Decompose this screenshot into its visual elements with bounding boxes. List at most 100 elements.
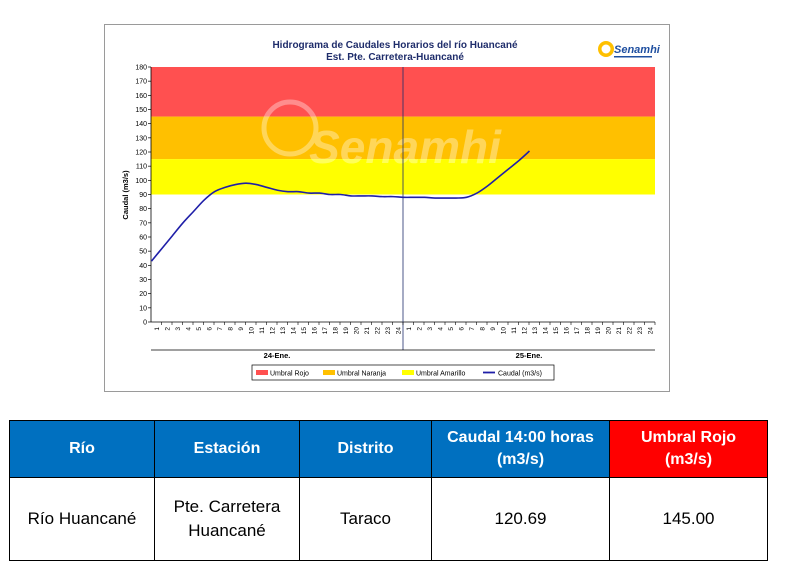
header-distrito: Distrito (299, 420, 432, 478)
x-tick-label: 7 (469, 327, 476, 331)
watermark-text: Senamhi (309, 121, 502, 173)
day-label: 25-Ene. (516, 351, 543, 360)
x-tick-label: 7 (217, 327, 224, 331)
x-tick-label: 15 (553, 327, 560, 335)
senamhi-logo: Senamhi (598, 41, 661, 58)
x-tick-label: 23 (385, 327, 392, 335)
x-tick-label: 13 (532, 327, 539, 335)
chart-subtitle: Est. Pte. Carretera-Huancané (326, 52, 464, 63)
y-tick-label: 30 (139, 277, 147, 284)
x-axis-ticks: 1 2 3 4 5 6 7 8 9 10 11 12 13 14 15 16 17 18 19 20 21 22 23 24 1… (154, 322, 656, 335)
table-row: Río Huancané Pte. Carretera Huancané Tar… (9, 477, 768, 561)
x-tick-label: 6 (458, 327, 465, 331)
x-tick-label: 12 (521, 327, 528, 335)
x-tick-label: 16 (311, 327, 318, 335)
x-tick-label: 6 (206, 327, 213, 331)
x-tick-label: 15 (301, 327, 308, 335)
cell-estacion: Pte. Carretera Huancané (154, 477, 300, 561)
y-tick-label: 110 (136, 164, 147, 171)
senamhi-watermark: Senamhi (261, 99, 502, 173)
x-tick-label: 18 (584, 327, 591, 335)
x-tick-label: 1 (154, 327, 161, 331)
cell-rio: Río Huancané (9, 477, 155, 561)
x-tick-label: 1 (406, 327, 413, 331)
x-tick-label: 20 (605, 327, 612, 335)
x-tick-label: 14 (542, 327, 549, 335)
x-tick-label: 10 (248, 327, 255, 335)
x-tick-label: 2 (164, 327, 171, 331)
chart-title: Hidrograma de Caudales Horarios del río … (272, 40, 518, 51)
y-tick-label: 130 (135, 135, 147, 142)
x-tick-label: 3 (427, 327, 434, 331)
header-estacion: Estación (154, 420, 300, 478)
y-tick-label: 150 (135, 107, 147, 114)
legend-swatch-amarillo (402, 370, 414, 375)
series-layer (150, 150, 531, 262)
x-tick-label: 14 (290, 327, 297, 335)
x-tick-label: 8 (227, 327, 234, 331)
x-tick-label: 3 (175, 327, 182, 331)
x-tick-label: 24 (647, 327, 654, 335)
x-tick-label: 5 (196, 327, 203, 331)
series-line-caudal (150, 150, 531, 262)
y-tick-label: 90 (139, 192, 147, 199)
table-header-row: Río Estación Distrito Caudal 14:00 horas… (9, 420, 768, 478)
legend-swatch-naranja (323, 370, 335, 375)
y-tick-label: 20 (139, 291, 147, 298)
senamhi-logo-text: Senamhi (614, 44, 661, 56)
day-label: 24-Ene. (264, 351, 291, 360)
y-tick-label: 160 (135, 93, 147, 100)
x-tick-label: 22 (626, 327, 633, 335)
day-labels: 24-Ene. 25-Ene. (264, 351, 543, 360)
x-tick-label: 11 (511, 327, 518, 334)
x-tick-label: 18 (332, 327, 339, 335)
x-tick-label: 4 (437, 327, 444, 331)
legend-label-rojo: Umbral Rojo (270, 371, 309, 378)
x-tick-label: 20 (353, 327, 360, 335)
y-axis-ticks: 0 10 20 30 40 50 60 70 80 90 100 110 120 130 140 150 160… (135, 65, 151, 327)
y-axis-label: Caudal (m3/s) (121, 170, 130, 220)
x-tick-label: 22 (374, 327, 381, 335)
hydrograph-svg: Hidrograma de Caudales Horarios del río … (121, 40, 661, 381)
y-tick-label: 100 (135, 178, 147, 185)
y-tick-label: 70 (139, 220, 147, 227)
x-tick-label: 9 (238, 327, 245, 331)
x-tick-label: 9 (490, 327, 497, 331)
cell-umbral-rojo: 145.00 (609, 477, 768, 561)
x-tick-label: 21 (616, 327, 623, 335)
station-summary-table: Río Estación Distrito Caudal 14:00 horas… (9, 420, 768, 561)
x-tick-label: 19 (343, 327, 350, 335)
x-tick-label: 23 (637, 327, 644, 335)
x-tick-label: 10 (500, 327, 507, 335)
x-tick-label: 4 (185, 327, 192, 331)
legend-label-caudal: Caudal (m3/s) (498, 371, 542, 378)
x-tick-label: 21 (364, 327, 371, 335)
y-tick-label: 80 (139, 206, 147, 213)
x-tick-label: 17 (322, 327, 329, 335)
x-tick-label: 2 (416, 327, 423, 331)
y-tick-label: 60 (139, 235, 147, 242)
y-tick-label: 140 (135, 121, 147, 128)
y-tick-label: 0 (143, 320, 147, 327)
y-tick-label: 40 (139, 263, 147, 270)
y-tick-label: 170 (135, 79, 147, 86)
legend-label-naranja: Umbral Naranja (337, 371, 386, 378)
x-tick-label: 8 (479, 327, 486, 331)
x-tick-label: 16 (563, 327, 570, 335)
y-tick-label: 180 (135, 65, 147, 72)
x-tick-label: 19 (595, 327, 602, 335)
header-rio: Río (9, 420, 155, 478)
y-tick-label: 50 (139, 249, 147, 256)
legend-label-amarillo: Umbral Amarillo (416, 371, 466, 378)
hydrograph-chart: Hidrograma de Caudales Horarios del río … (104, 24, 670, 392)
y-tick-label: 120 (135, 150, 147, 157)
x-tick-label: 12 (269, 327, 276, 335)
header-umbral-rojo: Umbral Rojo (m3/s) (609, 420, 768, 478)
legend-swatch-rojo (256, 370, 268, 375)
cell-distrito: Taraco (299, 477, 432, 561)
x-tick-label: 5 (448, 327, 455, 331)
header-caudal: Caudal 14:00 horas (m3/s) (431, 420, 610, 478)
x-tick-label: 17 (574, 327, 581, 335)
cell-caudal: 120.69 (431, 477, 610, 561)
chart-legend: Umbral Rojo Umbral Naranja Umbral Amaril… (251, 364, 555, 381)
